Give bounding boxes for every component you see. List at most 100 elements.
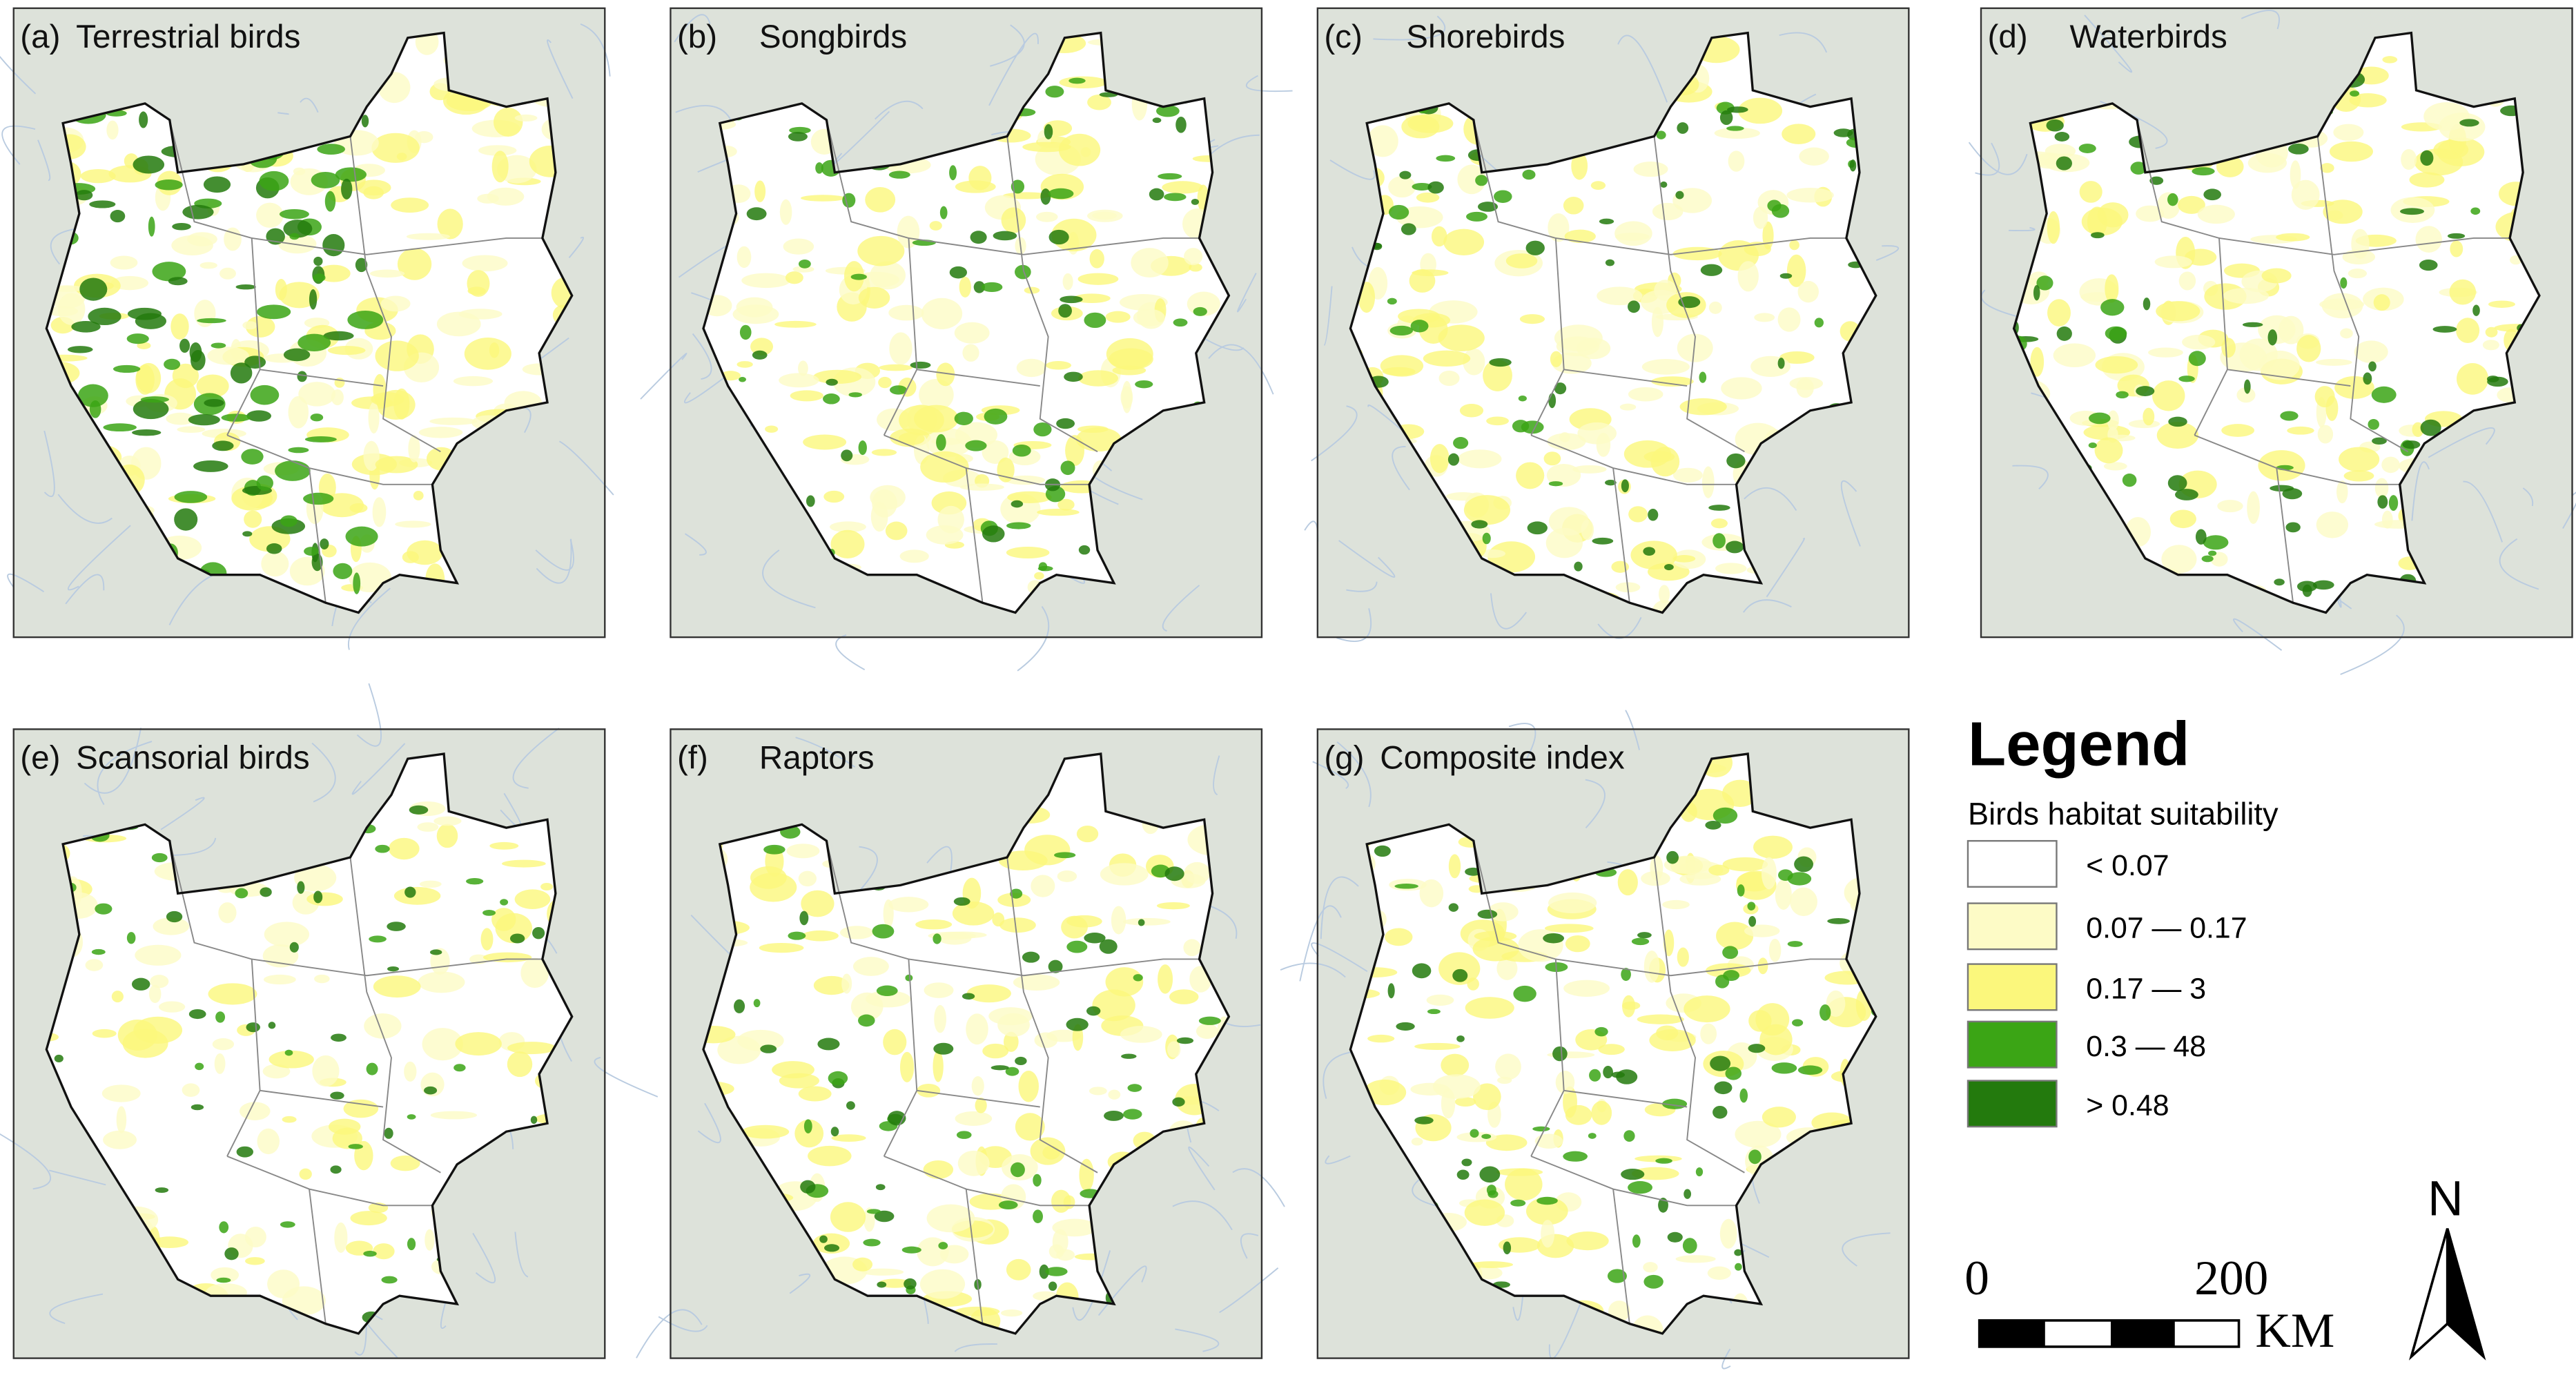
habitat-patch: [2409, 172, 2445, 188]
basemap-river: [1213, 755, 1220, 796]
habitat-patch: [800, 1180, 816, 1194]
habitat-patch: [1436, 155, 1456, 162]
habitat-patch: [2242, 322, 2263, 327]
habitat-patch: [1006, 546, 1050, 559]
habitat-patch: [514, 889, 551, 910]
region-outline: [702, 31, 1231, 614]
basemap-river: [640, 353, 687, 400]
habitat-patch: [798, 259, 811, 269]
habitat-patch: [901, 1246, 921, 1254]
habitat-patch: [95, 903, 113, 915]
basemap-river: [1968, 142, 2028, 175]
habitat-patch: [1363, 1079, 1407, 1106]
habitat-patch: [2287, 426, 2314, 435]
basemap-river: [1336, 741, 1372, 808]
habitat-patch: [1722, 779, 1758, 807]
legend-swatch: [1967, 902, 2058, 951]
habitat-patch: [2161, 545, 2197, 574]
habitat-patch: [2296, 581, 2317, 592]
basemap-river: [0, 55, 37, 95]
habitat-patch: [1123, 1109, 1142, 1120]
habitat-patch: [1673, 555, 1696, 563]
habitat-patch: [889, 385, 908, 395]
habitat-patch: [1574, 561, 1583, 572]
habitat-patch: [1748, 1044, 1766, 1053]
habitat-patch: [899, 549, 929, 563]
habitat-patch: [1628, 506, 1648, 523]
habitat-patch: [1411, 1137, 1423, 1146]
habitat-patch: [965, 440, 987, 451]
habitat-patch: [889, 332, 913, 365]
habitat-patch: [320, 538, 329, 550]
habitat-patch: [216, 1277, 231, 1283]
habitat-patch: [375, 844, 390, 853]
habitat-patch: [1412, 963, 1432, 979]
basemap-river: [762, 549, 816, 609]
basemap-river: [514, 1231, 529, 1278]
habitat-patch: [1797, 280, 1819, 303]
habitat-patch: [1677, 122, 1689, 134]
habitat-patch: [1401, 223, 1416, 235]
habitat-patch: [2373, 294, 2390, 311]
habitat-patch: [1762, 1107, 1796, 1128]
habitat-patch: [2152, 380, 2185, 411]
habitat-patch: [1015, 1056, 1027, 1066]
habitat-patch: [520, 957, 549, 989]
habitat-patch: [387, 922, 406, 931]
district-boundary: [1653, 136, 1745, 453]
habitat-patch: [2156, 301, 2201, 322]
habitat-patch: [858, 286, 890, 309]
habitat-patch: [2420, 419, 2441, 436]
habitat-patch: [1152, 117, 1162, 124]
habitat-patch: [1388, 176, 1416, 198]
habitat-patch: [372, 497, 387, 527]
habitat-patch: [1465, 997, 1514, 1019]
habitat-patch: [303, 492, 334, 505]
habitat-patch: [1448, 903, 1458, 912]
habitat-patch: [1048, 188, 1074, 199]
habitat-patch: [2368, 361, 2377, 372]
habitat-patch: [1464, 1199, 1505, 1226]
habitat-patch: [215, 1011, 226, 1023]
habitat-patch: [1432, 1074, 1481, 1099]
habitat-patch: [1652, 202, 1684, 221]
habitat-patch: [2188, 351, 2206, 367]
habitat-patch: [395, 520, 431, 528]
panel-label: (f): [677, 739, 708, 776]
habitat-patch: [1196, 1023, 1218, 1039]
habitat-patch: [973, 281, 985, 293]
habitat-patch: [841, 449, 853, 462]
basemap-river: [1338, 540, 1396, 578]
habitat-patch: [1087, 209, 1123, 222]
habitat-patch: [789, 126, 811, 134]
habitat-patch: [188, 1009, 206, 1020]
basemap-river: [2241, 10, 2280, 30]
habitat-patch: [1000, 1309, 1023, 1317]
habitat-patch: [466, 877, 484, 885]
habitat-patch: [1033, 422, 1052, 437]
basemap-river: [536, 538, 572, 584]
habitat-patch: [760, 1044, 777, 1053]
habitat-patch: [2178, 376, 2195, 382]
district-boundary: [1555, 958, 1846, 977]
legend-swatch: [1967, 963, 2058, 1011]
habitat-patch: [1004, 475, 1046, 485]
habitat-patch: [865, 991, 911, 1008]
habitat-patch: [1030, 1137, 1066, 1165]
habitat-patch: [2285, 522, 2301, 533]
habitat-patch: [1033, 1174, 1042, 1187]
habitat-patch: [999, 917, 1036, 933]
habitat-patch: [852, 1257, 873, 1272]
habitat-patch: [1458, 449, 1502, 469]
scale-bar: 0 200 KM: [1964, 1251, 2334, 1358]
habitat-patch: [799, 911, 809, 926]
habitat-patch: [2221, 338, 2236, 358]
habitat-patch: [1084, 312, 1106, 329]
habitat-patch: [984, 408, 1008, 425]
habitat-patch: [1058, 304, 1072, 318]
habitat-patch: [1695, 1167, 1704, 1177]
habitat-patch: [1414, 1116, 1434, 1124]
habitat-patch: [422, 1028, 463, 1061]
habitat-patch: [335, 167, 367, 182]
panel-label: (a): [20, 19, 60, 55]
